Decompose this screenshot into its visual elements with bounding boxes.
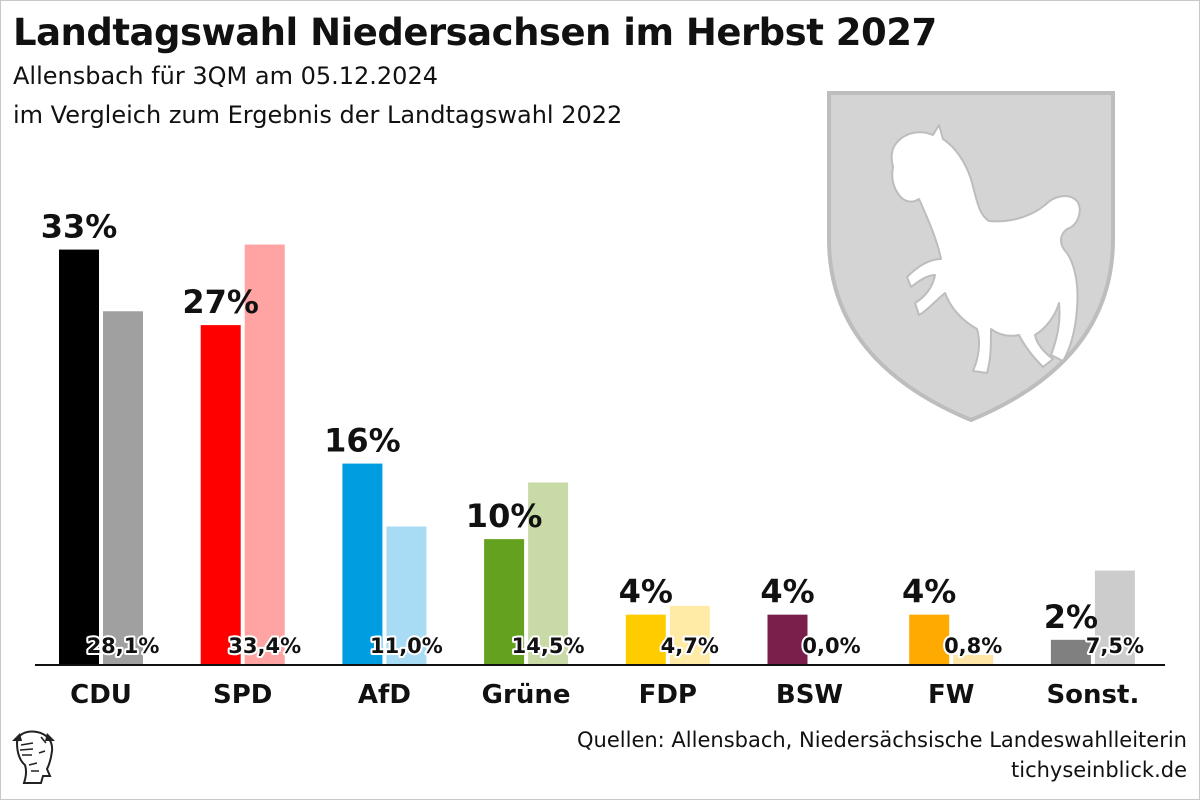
bar-result-2022-4 bbox=[669, 605, 710, 665]
result-2022-value-label-4: 4,7% bbox=[661, 634, 719, 658]
poll-value-label-0: 33% bbox=[41, 208, 118, 246]
result-2022-value-label-7: 7,5% bbox=[1086, 634, 1144, 658]
bar-result-2022-6 bbox=[953, 654, 994, 665]
category-label-2: AfD bbox=[358, 680, 411, 710]
category-label-1: SPD bbox=[213, 680, 272, 710]
result-2022-value-label-2: 11,0% bbox=[370, 634, 443, 658]
result-2022-value-label-1: 33,4% bbox=[228, 634, 301, 658]
bar-poll-3 bbox=[484, 539, 525, 665]
chart-subtitle-line-2: im Vergleich zum Ergebnis der Landtagswa… bbox=[13, 101, 623, 129]
result-2022-value-label-6: 0,8% bbox=[944, 634, 1002, 658]
result-2022-value-label-3: 14,5% bbox=[512, 634, 585, 658]
bar-poll-0 bbox=[59, 249, 99, 665]
bar-result-2022-3 bbox=[528, 482, 569, 665]
chart-title: Landtagswahl Niedersachsen im Herbst 202… bbox=[13, 11, 937, 54]
category-label-7: Sonst. bbox=[1046, 680, 1139, 710]
poll-value-label-6: 4% bbox=[902, 573, 956, 611]
poll-value-label-3: 10% bbox=[466, 497, 543, 535]
bar-result-2022-2 bbox=[386, 526, 427, 665]
hermes-head-logo-icon bbox=[12, 730, 55, 784]
bar-result-2022-0 bbox=[103, 311, 143, 665]
bar-poll-2 bbox=[342, 463, 383, 665]
result-2022-value-label-5: 0,0% bbox=[802, 634, 860, 658]
poll-value-label-7: 2% bbox=[1044, 598, 1098, 636]
bar-poll-1 bbox=[200, 325, 241, 665]
bar-poll-4 bbox=[625, 614, 666, 665]
bar-poll-5 bbox=[767, 614, 808, 665]
category-label-0: CDU bbox=[70, 680, 132, 710]
chart-subtitle-line-1: Allensbach für 3QM am 05.12.2024 bbox=[13, 62, 438, 90]
website-credit: tichyseinblick.de bbox=[1011, 758, 1187, 782]
source-note: Quellen: Allensbach, Niedersächsische La… bbox=[577, 728, 1187, 752]
category-label-3: Grüne bbox=[482, 680, 571, 710]
poll-value-label-5: 4% bbox=[760, 573, 814, 611]
poll-value-label-4: 4% bbox=[619, 573, 673, 611]
category-label-4: FDP bbox=[639, 680, 697, 710]
bar-result-2022-1 bbox=[244, 244, 285, 665]
poll-value-label-2: 16% bbox=[324, 422, 401, 460]
lower-saxony-horse-shield-icon bbox=[827, 91, 1115, 423]
category-label-5: BSW bbox=[776, 680, 843, 710]
bar-poll-6 bbox=[909, 614, 950, 665]
bar-result-2022-7 bbox=[1094, 570, 1135, 665]
category-label-6: FW bbox=[928, 680, 974, 710]
result-2022-value-label-0: 28,1% bbox=[87, 634, 160, 658]
poll-value-label-1: 27% bbox=[182, 283, 259, 321]
bar-poll-7 bbox=[1050, 639, 1091, 665]
